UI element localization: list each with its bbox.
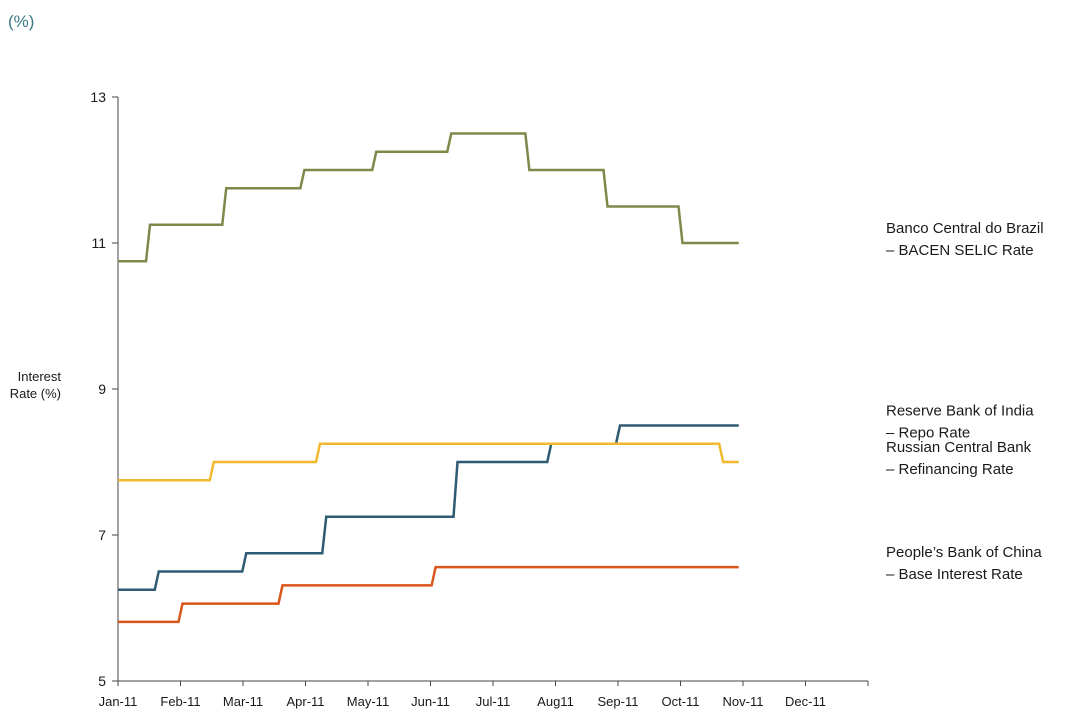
series-line: [118, 442, 739, 482]
series-label: – Repo Rate: [886, 425, 970, 442]
series-label: – Base Interest Rate: [886, 566, 1023, 583]
series-line: [118, 424, 739, 591]
x-tick-label: Jan-11: [99, 694, 138, 709]
x-tick-label: May-11: [347, 694, 389, 709]
x-tick-label: Feb-11: [160, 694, 200, 709]
x-tick-label: Jun-11: [411, 694, 450, 709]
series-label: – Refinancing Rate: [886, 461, 1014, 478]
x-tick-label: Apr-11: [286, 694, 324, 709]
y-tick-label: 13: [90, 89, 106, 105]
y-axis-label-line: Interest: [18, 369, 62, 384]
x-axis-ticks: Jan-11 Feb-11 Mar-11 Apr-11 May-11 Jun-11 Jul-…: [99, 681, 869, 709]
y-tick-label: 9: [98, 381, 106, 397]
series-lines: [118, 132, 739, 624]
y-axis-label-line: Rate (%): [10, 386, 61, 401]
y-tick-label: 7: [98, 527, 106, 543]
y-axis-label: Interest Rate (%): [10, 369, 62, 401]
axes: [117, 97, 868, 682]
series-label: Reserve Bank of India: [886, 403, 1034, 420]
x-tick-label: Dec-11: [785, 694, 826, 709]
series-line: [118, 132, 739, 263]
x-tick-label: Oct-11: [661, 694, 699, 709]
unit-label: (%): [8, 12, 35, 31]
series-label: People’s Bank of China: [886, 544, 1042, 561]
series-label: Russian Central Bank: [886, 439, 1032, 456]
x-tick-label: Aug11: [537, 694, 574, 709]
y-tick-label: 11: [91, 235, 106, 251]
y-tick-label: 5: [98, 673, 106, 689]
series-label: – BACEN SELIC Rate: [886, 242, 1034, 259]
series-labels: Banco Central do Brazil – BACEN SELIC Rat…: [886, 220, 1044, 583]
y-axis-ticks: 5 7 9 11 13: [90, 89, 118, 689]
x-tick-label: Jul-11: [476, 694, 510, 709]
series-line: [118, 565, 739, 624]
x-tick-label: Mar-11: [223, 694, 263, 709]
series-label: Banco Central do Brazil: [886, 220, 1044, 237]
x-tick-label: Sep-11: [598, 694, 639, 709]
x-tick-label: Nov-11: [723, 694, 764, 709]
